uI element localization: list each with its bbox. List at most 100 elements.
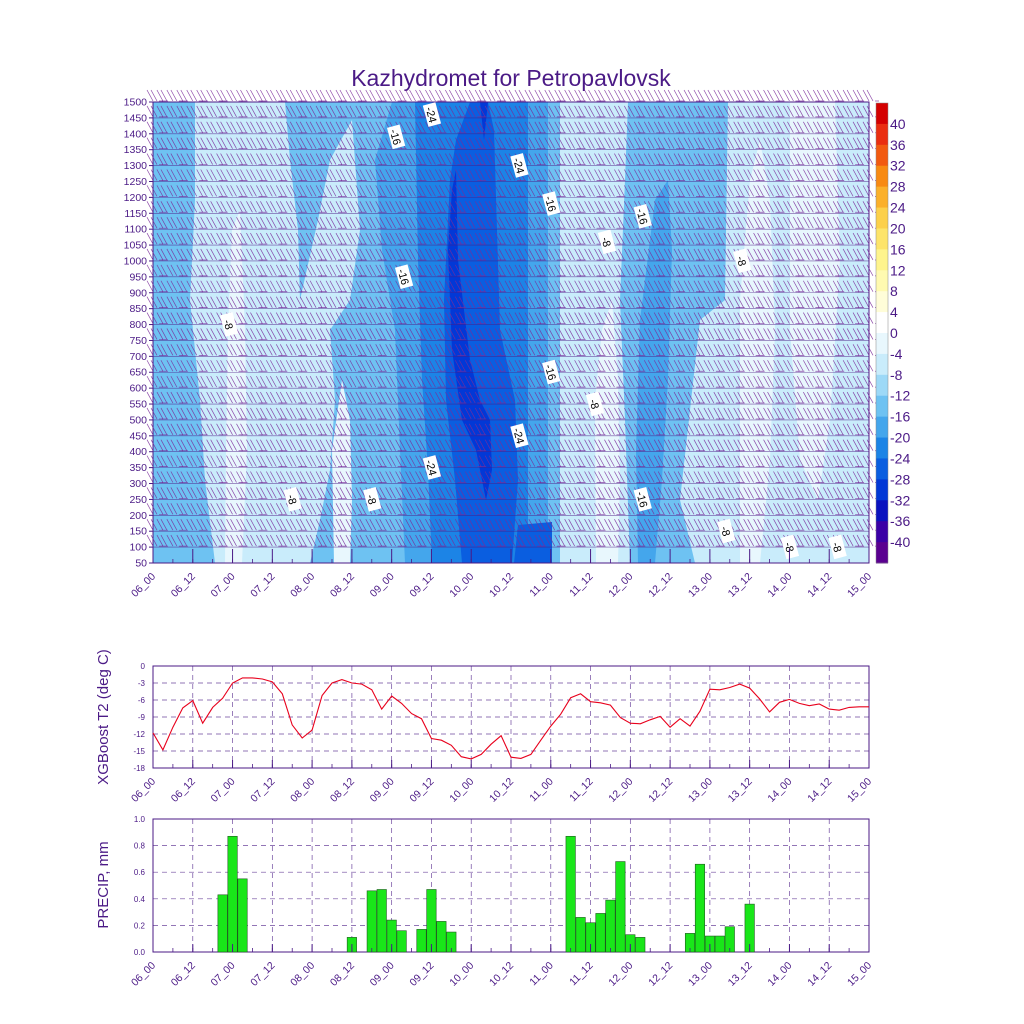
wind-barb xyxy=(554,503,566,515)
wind-barb xyxy=(594,487,606,499)
wind-barb xyxy=(852,534,865,547)
wind-barb xyxy=(236,153,248,165)
contour-label-text: -24 xyxy=(423,106,439,124)
wind-barb xyxy=(574,248,586,261)
wind-barb xyxy=(395,153,407,165)
colorbar-label: 24 xyxy=(890,200,906,216)
wind-barb xyxy=(415,344,427,356)
wind-barb xyxy=(534,169,546,181)
time-tick-label: 06_00 xyxy=(129,571,158,600)
wind-barb xyxy=(574,264,586,277)
wind-barb xyxy=(514,121,526,134)
wind-barb xyxy=(753,423,765,436)
colorbar-label: 16 xyxy=(890,241,906,257)
wind-barb xyxy=(375,391,387,404)
time-tick-label: 06_12 xyxy=(169,571,198,600)
wind-barb xyxy=(256,407,268,420)
precip-bar xyxy=(237,878,248,953)
wind-barb xyxy=(653,232,666,245)
wind-barb xyxy=(753,280,765,293)
wind-barb xyxy=(614,344,626,356)
wind-barb xyxy=(653,201,666,213)
wind-barb xyxy=(614,407,626,420)
wind-barb xyxy=(514,534,526,547)
wind-barb xyxy=(832,487,845,499)
colorbar-label: 12 xyxy=(890,262,906,278)
wind-barb xyxy=(315,328,328,340)
wind-barb xyxy=(435,169,447,181)
wind-barb xyxy=(693,137,705,150)
wind-barb xyxy=(275,360,288,372)
wind-barb xyxy=(713,455,725,467)
wind-barb xyxy=(773,375,785,388)
wind-barb xyxy=(574,407,586,420)
wind-barb xyxy=(355,328,367,340)
wind-barb xyxy=(256,296,268,309)
wind-barb xyxy=(375,328,387,340)
wind-barb xyxy=(275,169,288,181)
wind-barb xyxy=(653,344,666,356)
wind-barb xyxy=(216,439,228,452)
wind-barb xyxy=(395,407,407,420)
wind-barb xyxy=(653,375,666,388)
wind-barb xyxy=(216,471,228,483)
wind-barb xyxy=(435,423,447,436)
wind-barb xyxy=(494,185,507,197)
wind-barb xyxy=(295,391,308,404)
wind-barb xyxy=(355,423,367,436)
time-tick-label: 12_00 xyxy=(606,776,635,805)
wind-barb xyxy=(295,534,308,547)
pressure-tick-label: 1200 xyxy=(124,192,148,204)
wind-barb xyxy=(435,89,447,102)
time-tick-label: 08_12 xyxy=(328,776,357,805)
time-tick-label: 14_12 xyxy=(805,776,834,805)
wind-barb xyxy=(295,153,308,165)
wind-barb xyxy=(236,89,248,102)
wind-barb xyxy=(275,185,288,197)
wind-barb xyxy=(693,201,705,213)
wind-barb xyxy=(852,217,865,229)
colorbar-swatch xyxy=(876,479,888,501)
wind-barb xyxy=(335,264,347,277)
wind-barb xyxy=(236,391,248,404)
wind-barb xyxy=(673,423,686,436)
wind-barb xyxy=(713,312,725,324)
wind-barb xyxy=(176,201,188,213)
wind-barb xyxy=(852,375,865,388)
wind-barb xyxy=(415,471,427,483)
wind-barb xyxy=(534,153,546,165)
wind-barb xyxy=(285,89,303,102)
wind-barb xyxy=(196,169,208,181)
wind-barb xyxy=(614,296,626,309)
wind-barb xyxy=(494,312,507,324)
wind-barb xyxy=(196,407,208,420)
contour-label-text: -24 xyxy=(510,157,526,175)
wind-barb xyxy=(216,264,228,277)
wind-barb xyxy=(534,407,546,420)
wind-barb xyxy=(842,89,860,102)
wind-barb xyxy=(295,455,308,467)
wind-barb xyxy=(783,89,800,102)
contour-label: -24 xyxy=(510,153,529,178)
contour-label: -8 xyxy=(733,248,752,274)
wind-barb xyxy=(574,153,586,165)
wind-barb xyxy=(494,280,507,293)
time-tick-label: 11_00 xyxy=(527,960,556,989)
wind-barb xyxy=(534,344,546,356)
wind-barb xyxy=(454,391,467,404)
wind-barb xyxy=(415,232,427,245)
contour-label-text: -8 xyxy=(781,541,795,554)
time-tick-label: 13_12 xyxy=(726,960,755,989)
wind-barb xyxy=(534,89,546,102)
wind-barb xyxy=(216,137,228,150)
wind-barb xyxy=(633,534,646,547)
wind-barb xyxy=(793,328,805,340)
wind-barb xyxy=(256,312,268,324)
wind-barb xyxy=(355,232,367,245)
wind-barb xyxy=(415,534,427,547)
wind-barb xyxy=(713,391,725,404)
contour-label: -8 xyxy=(219,312,239,337)
wind-barb xyxy=(454,296,467,309)
wind-barb xyxy=(335,391,347,404)
